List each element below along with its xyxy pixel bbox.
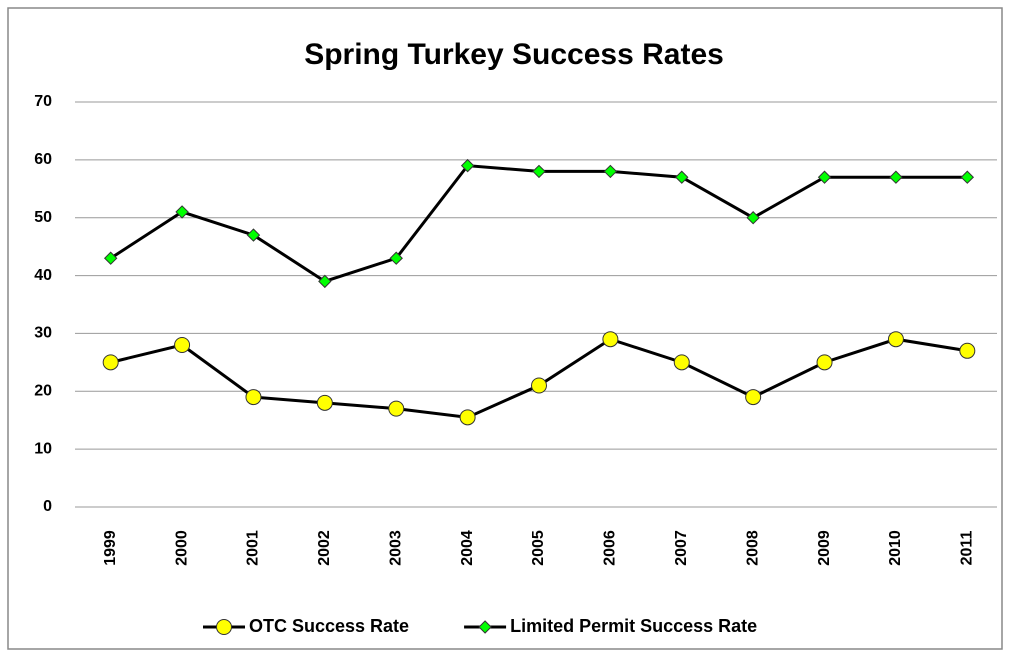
x-tick-label: 2002 <box>316 530 333 566</box>
x-tick-label: 1999 <box>102 530 119 566</box>
data-point <box>459 409 476 426</box>
data-point <box>318 274 332 289</box>
data-point <box>389 251 403 265</box>
data-point <box>246 228 261 242</box>
data-point <box>102 354 119 371</box>
data-point <box>602 331 619 348</box>
x-tick-label: 2011 <box>959 531 976 566</box>
x-tick-label: 2005 <box>530 530 547 566</box>
data-point <box>960 170 975 184</box>
data-point <box>175 205 189 219</box>
data-point <box>532 164 546 179</box>
legend-label: Limited Permit Success Rate <box>510 616 757 636</box>
chart-title: Spring Turkey Success Rates <box>304 38 724 71</box>
data-point <box>675 170 689 184</box>
data-point <box>103 251 118 265</box>
x-tick-label: 2006 <box>602 530 619 566</box>
data-point <box>817 170 832 184</box>
data-point <box>745 389 762 406</box>
x-tick-label: 2010 <box>887 530 904 566</box>
x-tick-label: 2001 <box>245 530 262 566</box>
legend-label: OTC Success Rate <box>249 616 409 636</box>
data-point <box>603 164 618 179</box>
y-tick-label: 50 <box>34 209 52 226</box>
y-tick-label: 70 <box>34 93 52 110</box>
x-tick-label: 2009 <box>816 530 833 566</box>
y-tick-label: 40 <box>34 267 52 284</box>
x-tick-label: 2000 <box>173 530 190 566</box>
x-tick-label: 2008 <box>744 530 761 566</box>
legend-marker <box>216 619 232 635</box>
y-tick-label: 60 <box>34 151 52 168</box>
data-point <box>959 342 976 359</box>
data-point <box>673 354 690 371</box>
data-point <box>887 331 904 348</box>
data-point <box>245 389 262 406</box>
data-point <box>460 158 475 173</box>
data-point <box>746 211 760 225</box>
legend-marker <box>478 620 492 634</box>
y-tick-label: 0 <box>43 498 52 515</box>
chart-border <box>7 7 1003 650</box>
y-tick-label: 10 <box>34 440 52 457</box>
x-tick-label: 2004 <box>459 530 476 566</box>
data-point <box>316 394 333 411</box>
y-tick-label: 30 <box>34 325 52 342</box>
data-point <box>816 354 833 371</box>
y-tick-label: 20 <box>34 383 52 400</box>
data-point <box>531 377 547 394</box>
data-point <box>388 400 405 417</box>
data-point <box>889 170 903 184</box>
data-point <box>174 337 191 353</box>
x-tick-label: 2007 <box>673 530 690 566</box>
x-tick-label: 2003 <box>387 530 404 566</box>
